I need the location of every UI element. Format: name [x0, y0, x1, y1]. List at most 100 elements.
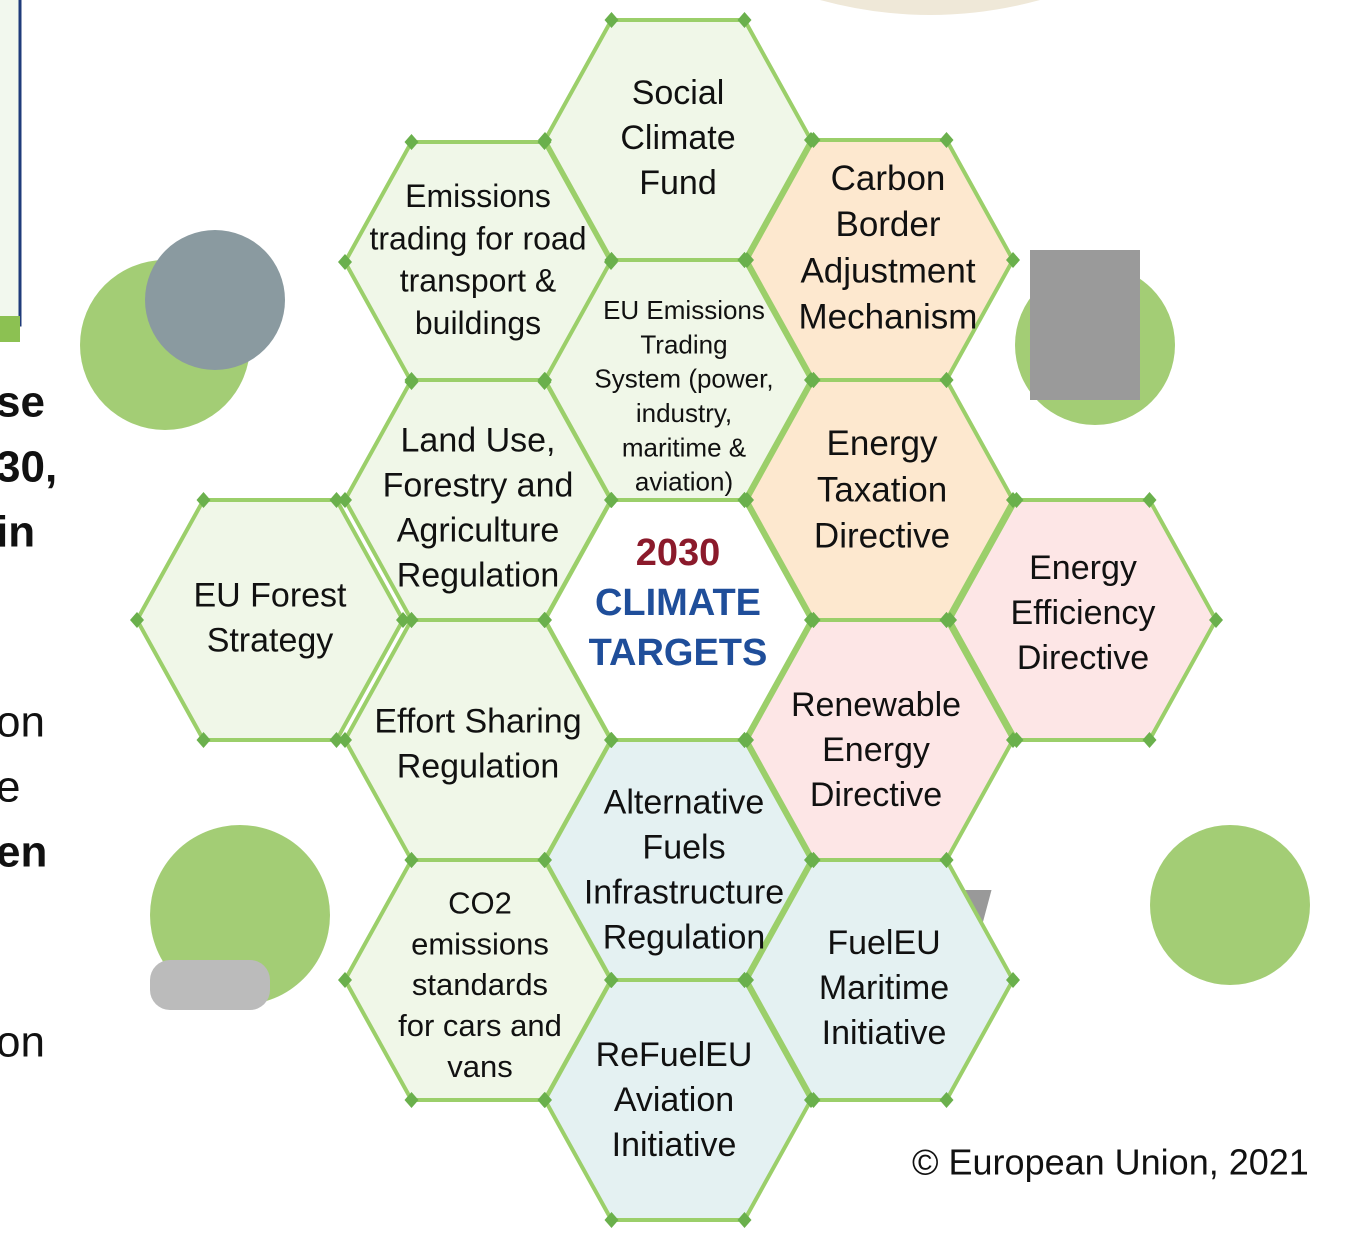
hex-label: Carbon [831, 159, 946, 198]
hex-label: Regulation [397, 556, 560, 594]
hex-label: Aviation [614, 1081, 734, 1119]
hex-label: Directive [1017, 639, 1149, 677]
vertex-dot [537, 134, 552, 150]
hex-label: Climate [620, 119, 735, 157]
vertex-dot [338, 492, 352, 508]
hex-label: ReFuelEU [596, 1036, 753, 1074]
hex-label: Initiative [612, 1126, 737, 1164]
vertex-dot [939, 612, 954, 628]
hex-label: Renewable [791, 686, 961, 724]
vertex-dot [939, 1092, 954, 1108]
hex-label: aviation) [635, 467, 733, 497]
hex-label: maritime & [622, 432, 746, 462]
hex-label: industry, [636, 398, 732, 428]
vertex-dot [329, 732, 344, 748]
left-text-fragment: en [0, 828, 47, 877]
text-box-bar [0, 316, 20, 342]
vertex-dot [404, 612, 419, 628]
hex-label: vans [447, 1049, 512, 1084]
left-text-fragment: 30, [0, 443, 57, 492]
vertex-dot [338, 254, 352, 270]
vertex-dot [196, 732, 211, 748]
hex-label: Effort Sharing [374, 703, 581, 741]
vertex-dot [1006, 972, 1020, 988]
hex-label: Energy [822, 731, 930, 769]
vertex-dot [604, 492, 619, 508]
hex-label: Adjustment [800, 251, 975, 290]
container-truck [1030, 250, 1140, 400]
vertex-dot [537, 852, 552, 868]
hex-label: EU Forest [193, 577, 347, 615]
vertex-dot [939, 132, 954, 148]
vertex-dot [737, 732, 752, 748]
vertex-dot [196, 492, 211, 508]
vertex-dot [396, 612, 410, 628]
illustration-circle [1150, 825, 1310, 985]
vertex-dot [737, 972, 752, 988]
hex-label: transport & [400, 263, 557, 299]
vertex-dot [604, 12, 619, 28]
hex-label: Land Use, [401, 422, 556, 460]
hex-label: Energy [1029, 549, 1137, 587]
vertex-dot [804, 1092, 818, 1108]
hex-label: Social [632, 74, 725, 112]
hex-label: Forestry and [383, 467, 574, 505]
left-text-fragment: se [0, 378, 45, 427]
hex-label: CO2 [448, 885, 512, 920]
hex-label: Maritime [819, 969, 949, 1007]
hex-label: Alternative [604, 784, 765, 822]
vertex-dot [939, 852, 954, 868]
hex-label: System (power, [594, 364, 773, 394]
car [150, 960, 270, 1010]
vertex-dot [737, 12, 752, 28]
hex-label: Directive [814, 516, 950, 555]
hex-label: Efficiency [1011, 594, 1156, 632]
left-text-fragment: in [0, 508, 35, 557]
hex-label: Taxation [817, 470, 947, 509]
left-text-fragment: on [0, 1018, 45, 1067]
hex-label: for cars and [398, 1008, 562, 1043]
vertex-dot [1006, 732, 1020, 748]
vertex-dot [604, 732, 619, 748]
hex-label: CLIMATE [595, 582, 761, 624]
vertex-dot [939, 372, 954, 388]
hex-label: Regulation [397, 747, 560, 785]
hex-label: Directive [810, 776, 942, 814]
hex-label: Trading [640, 329, 727, 359]
vertex-dot [604, 972, 619, 988]
vertex-dot [338, 972, 352, 988]
vertex-dot [404, 852, 419, 868]
hex-label: Agriculture [397, 511, 560, 549]
hex-label: emissions [411, 926, 549, 961]
vertex-dot [806, 612, 821, 628]
vertex-dot [737, 1212, 752, 1228]
left-text-fragment: e [0, 763, 20, 812]
left-text-fragment: on [0, 698, 45, 747]
hex-label: Strategy [207, 621, 334, 659]
vertex-dot [404, 372, 419, 388]
hex-label: Regulation [603, 918, 766, 956]
vertex-dot [1142, 732, 1157, 748]
left-text: se 30, in on e en on [0, 378, 57, 1067]
hex-label: FuelEU [827, 924, 940, 962]
vertex-dot [404, 134, 419, 150]
hex-label: EU Emissions [603, 295, 765, 325]
hex-label: Initiative [822, 1014, 947, 1052]
vertex-dot [1209, 612, 1223, 628]
vertex-dot [404, 1092, 419, 1108]
hex-label: trading for road [369, 220, 586, 256]
hex-label: Infrastructure [584, 873, 784, 911]
copyright: © European Union, 2021 [912, 1142, 1309, 1183]
hex-label: Emissions [405, 178, 551, 214]
hex-label: buildings [415, 305, 541, 341]
vertex-dot [737, 492, 752, 508]
hex-grid: Social Climate Fund Emissions trading for ro… [130, 12, 1223, 1228]
hex-label: Border [835, 205, 940, 244]
vertex-dot [537, 612, 552, 628]
vertex-dot [329, 492, 344, 508]
vertex-dot [1142, 492, 1157, 508]
hex-label: Fuels [642, 829, 725, 867]
vertex-dot [604, 1212, 619, 1228]
